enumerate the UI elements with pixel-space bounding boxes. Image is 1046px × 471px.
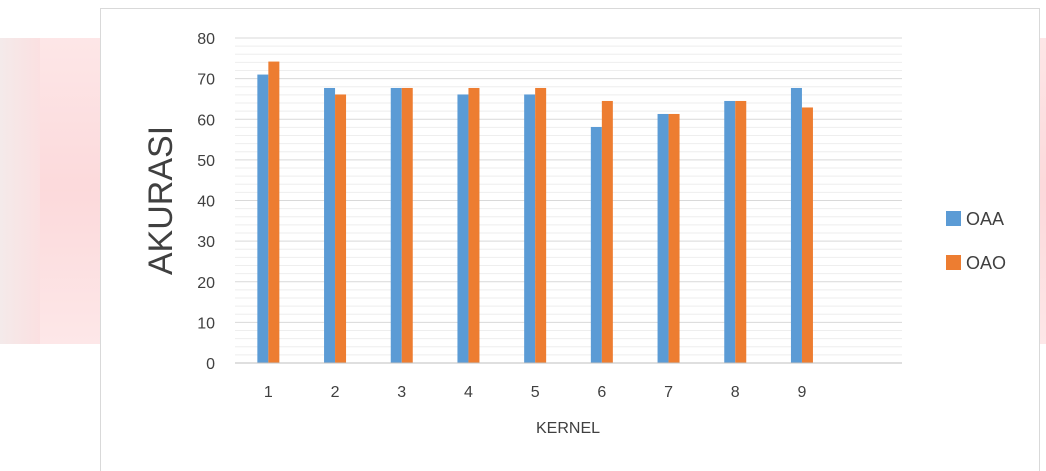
bar-oao-4 [468,87,480,363]
bar-oaa-7 [657,113,669,363]
bars [257,61,813,363]
x-axis-ticks: 1 2 3 4 5 6 7 8 9 [264,384,807,401]
x-tick-label: 5 [531,384,540,401]
y-tick-label: 60 [197,112,215,129]
legend-swatch-oaa [946,211,961,226]
bar-oao-9 [801,107,813,363]
bar-oaa-9 [790,87,802,363]
legend: OAA OAO [946,209,1006,273]
bar-oaa-4 [457,94,469,363]
x-tick-label: 6 [597,384,606,401]
x-tick-label: 2 [331,384,340,401]
y-tick-label: 80 [197,31,215,48]
bar-oaa-5 [524,94,536,363]
x-tick-label: 1 [264,384,273,401]
x-tick-label: 9 [797,384,806,401]
legend-label-oaa: OAA [966,209,1004,229]
bar-oaa-6 [590,126,602,363]
background-band-edge [0,38,40,344]
y-tick-label: 70 [197,72,215,89]
bar-oao-2 [335,94,347,363]
bar-oaa-1 [257,74,269,363]
bar-oaa-2 [324,87,336,363]
y-tick-label: 10 [197,315,215,332]
y-tick-label: 0 [206,356,215,373]
bar-oao-3 [401,87,413,363]
x-tick-label: 8 [731,384,740,401]
legend-swatch-oao [946,255,961,270]
bar-oaa-3 [390,87,402,363]
x-axis-label: KERNEL [536,420,600,437]
y-tick-label: 50 [197,153,215,170]
x-tick-label: 7 [664,384,673,401]
y-tick-label: 40 [197,194,215,211]
bar-oao-1 [268,61,280,363]
x-tick-label: 4 [464,384,473,401]
x-tick-label: 3 [397,384,406,401]
bar-oao-6 [601,100,613,363]
chart-card [100,8,1040,471]
y-tick-label: 30 [197,234,215,251]
y-tick-label: 20 [197,275,215,292]
bar-oao-5 [535,87,547,363]
y-axis-ticks: 0 10 20 30 40 50 60 70 80 [197,31,215,373]
bar-oaa-8 [724,100,736,363]
gridlines [235,37,902,356]
y-axis-label: AKURASI [142,126,180,275]
bar-oao-8 [735,100,747,363]
bar-oao-7 [668,113,680,363]
legend-label-oao: OAO [966,253,1006,273]
